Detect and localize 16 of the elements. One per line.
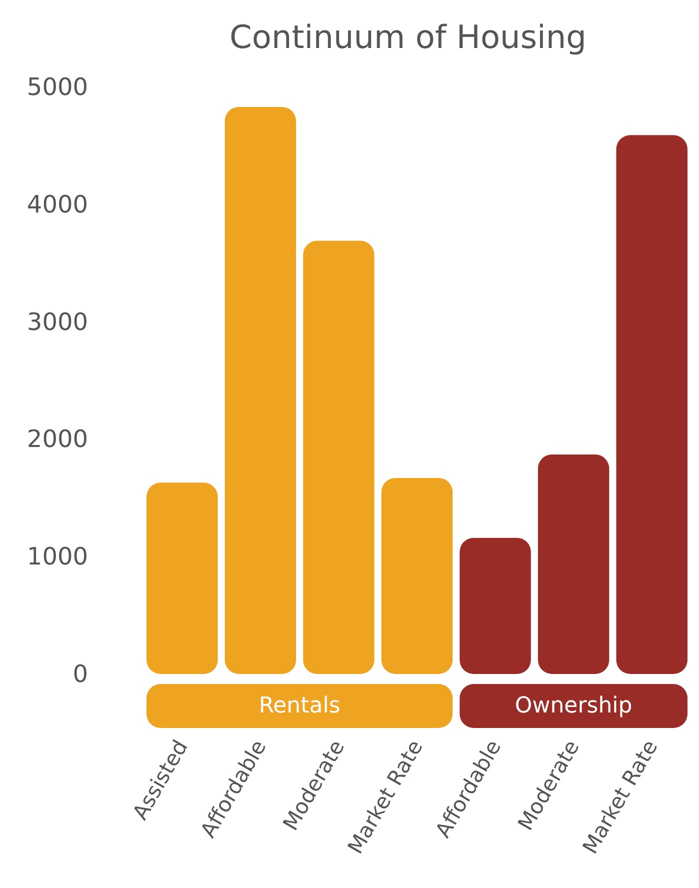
series-label: Ownership (514, 694, 632, 718)
y-tick-label: 4000 (26, 190, 88, 218)
y-tick-label: 5000 (26, 73, 88, 101)
bar (303, 240, 374, 674)
bar (538, 454, 610, 674)
bar (460, 538, 531, 674)
bar (146, 482, 218, 674)
y-tick-label: 2000 (26, 425, 88, 454)
bar (616, 135, 688, 674)
bar (224, 106, 296, 674)
bar (381, 478, 453, 674)
y-tick-label: 3000 (26, 308, 88, 336)
y-tick-label: 0 (72, 660, 88, 688)
series-label: Rentals (258, 694, 340, 718)
y-tick-label: 1000 (26, 542, 88, 571)
chart-title: Continuum of Housing (230, 18, 586, 56)
